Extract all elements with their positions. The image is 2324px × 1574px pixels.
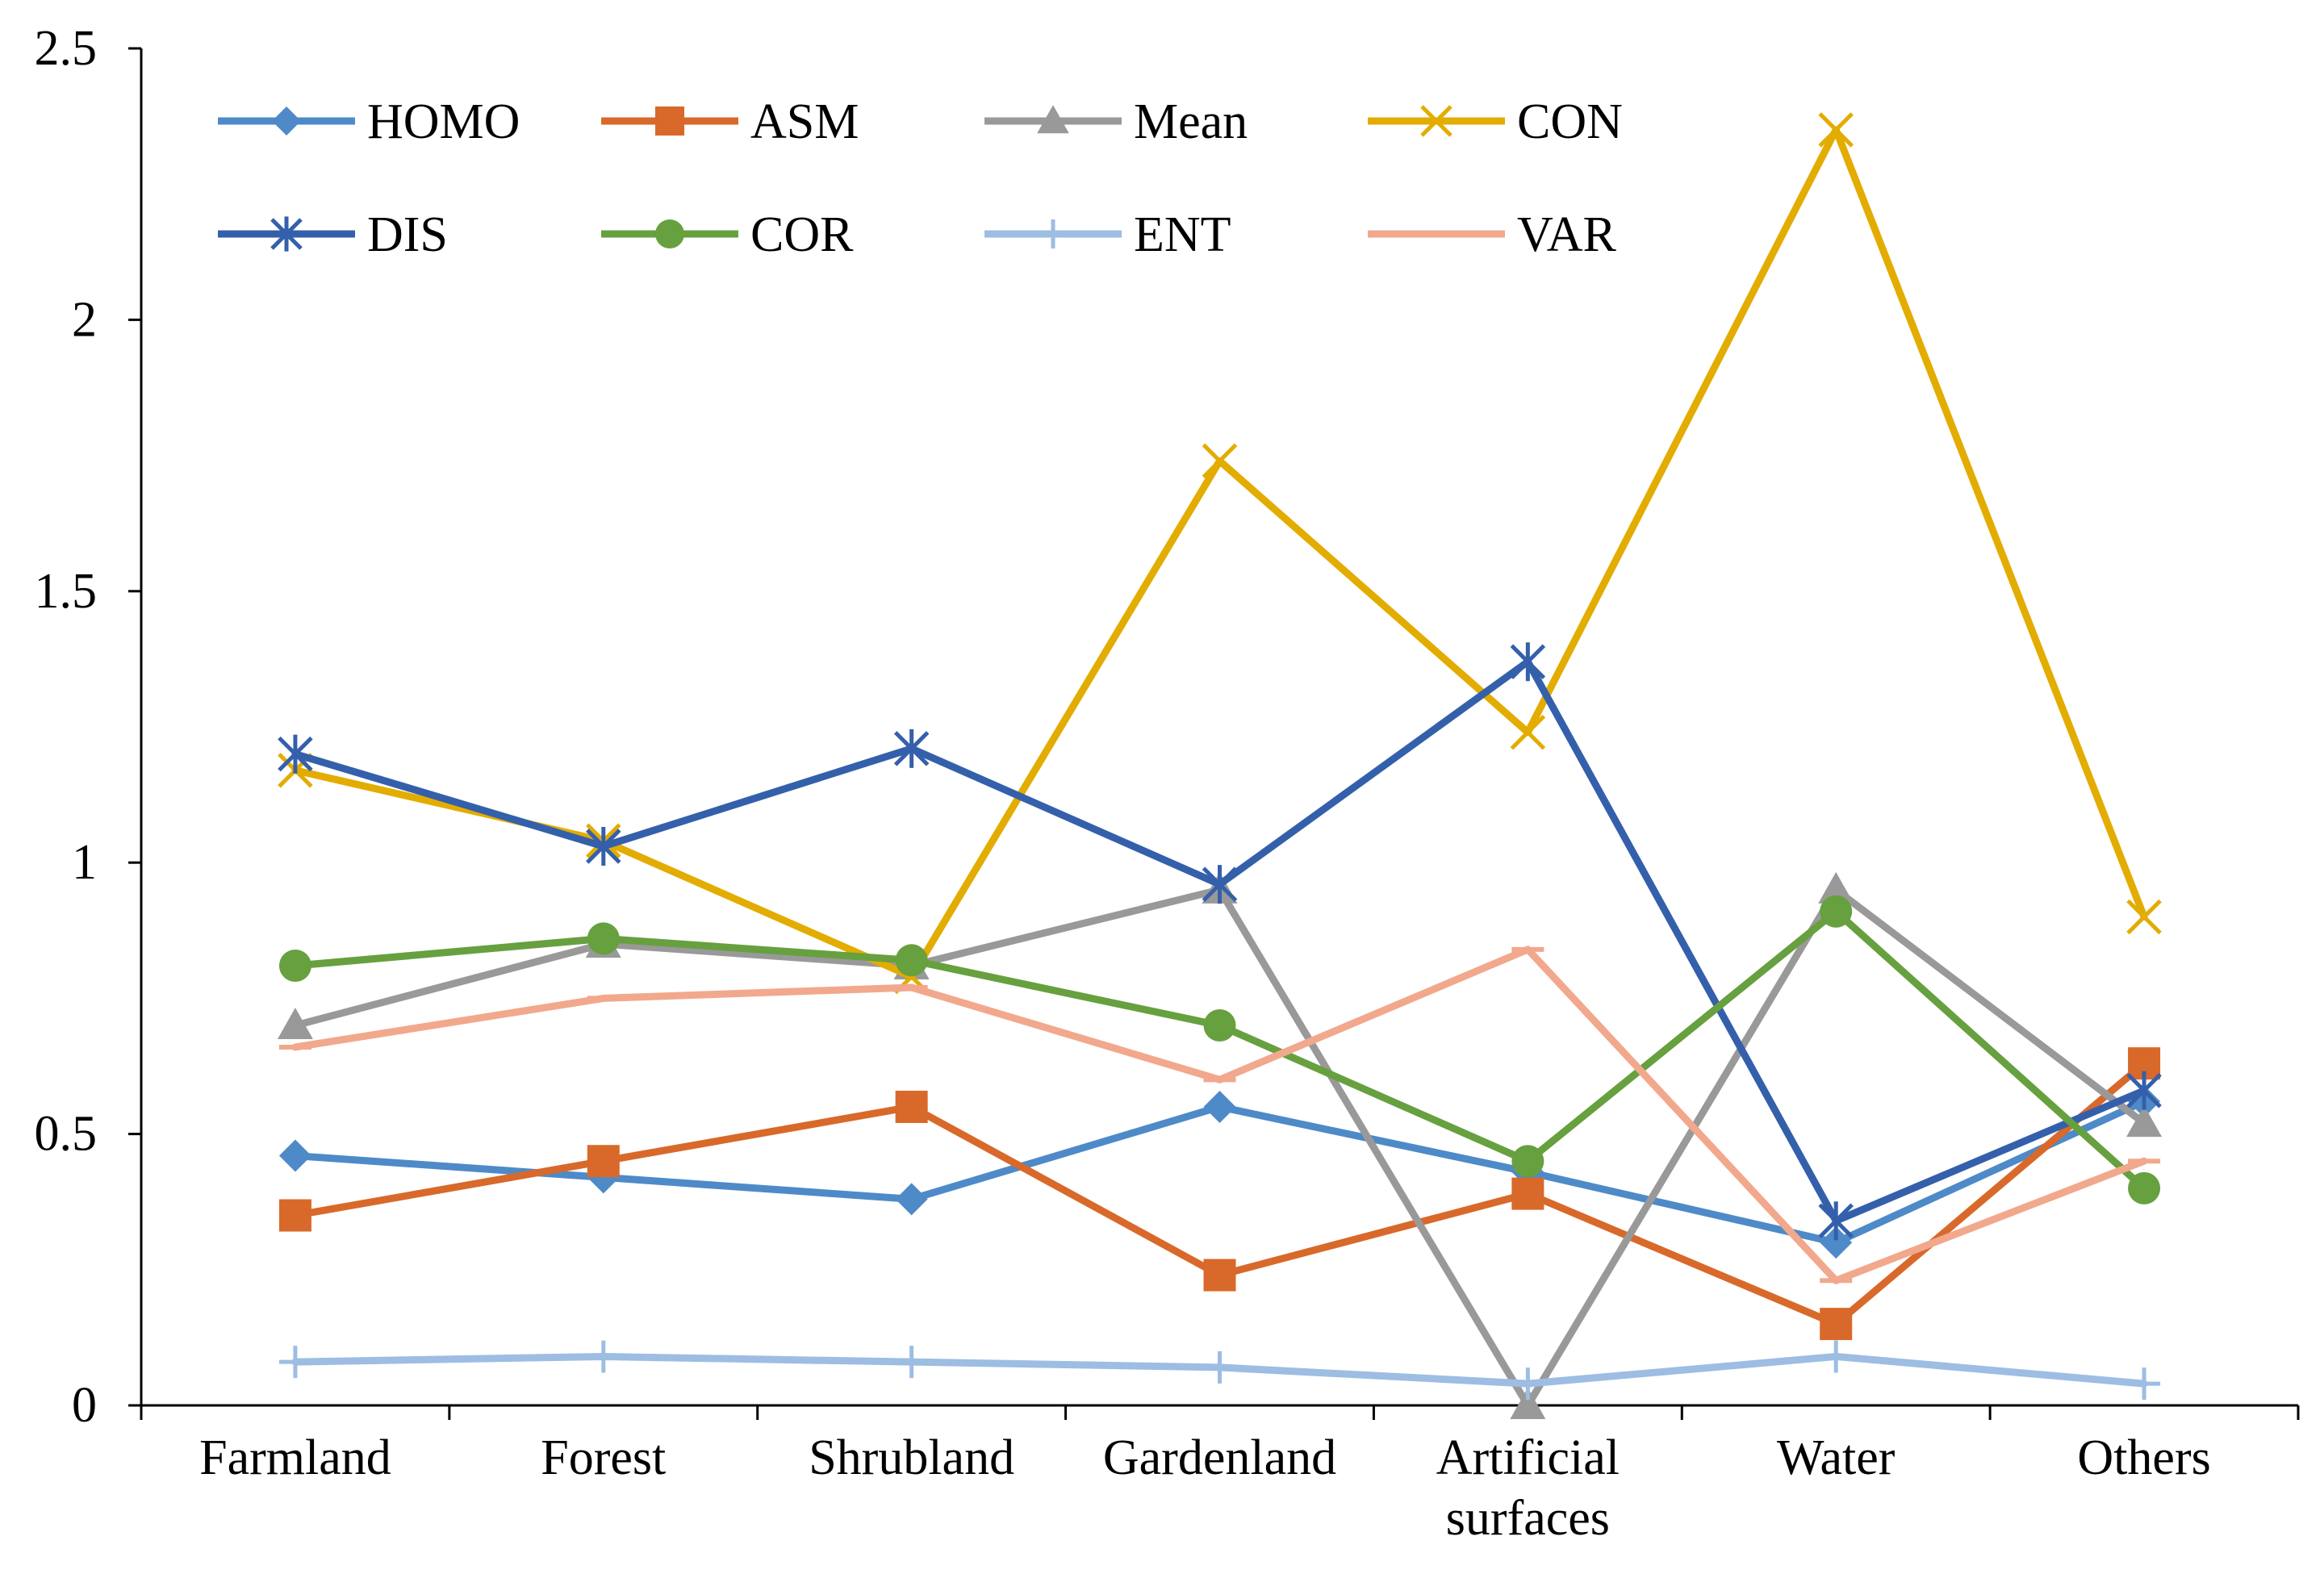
data-point-cor	[278, 950, 311, 983]
data-point-cor	[1511, 1145, 1544, 1178]
data-point-con	[1202, 443, 1238, 479]
x-tick-label: Gardenland	[1103, 1430, 1336, 1485]
data-point-ent	[2128, 1367, 2161, 1401]
data-point-cor	[2128, 1171, 2161, 1205]
y-tick-label: 0	[72, 1378, 97, 1433]
data-point-homo	[278, 1139, 311, 1172]
series-layer	[277, 112, 2163, 1419]
legend-item-asm: ASM	[601, 94, 859, 149]
legend-label: DIS	[367, 207, 448, 262]
x-tick-label: Forest	[541, 1430, 666, 1485]
data-point-asm	[587, 1145, 620, 1178]
series-ent	[278, 1340, 2161, 1401]
legend-label: VAR	[1517, 207, 1617, 262]
legend-item-dis: DIS	[218, 207, 448, 262]
data-point-ent	[278, 1346, 311, 1379]
x-tick-label: Shrubland	[809, 1430, 1014, 1485]
data-point-con	[1510, 714, 1546, 750]
series-dis	[278, 642, 2162, 1241]
data-point-dis	[893, 729, 930, 768]
legend-marker-homo	[272, 106, 301, 136]
y-tick-label: 2.5	[35, 21, 98, 76]
legend-label: HOMO	[367, 94, 520, 149]
legend-label: ASM	[750, 94, 859, 149]
x-tick-label: surfaces	[1446, 1491, 1610, 1546]
series-var	[278, 946, 2161, 1284]
data-point-ent	[1203, 1351, 1236, 1384]
legend-item-cor: COR	[601, 207, 854, 262]
y-tick-label: 0.5	[35, 1107, 98, 1162]
y-tick-label: 1.5	[35, 564, 98, 619]
data-point-dis	[1202, 865, 1238, 904]
data-point-dis	[278, 734, 313, 774]
data-point-cor	[587, 922, 620, 955]
axes: 0 0.5 1 1.5 2 2.5 Farmland Forest Shrubland Garde…	[35, 21, 2300, 1546]
data-point-dis	[1818, 1201, 1854, 1241]
data-point-asm	[278, 1199, 311, 1232]
x-tick-label: Artificial	[1436, 1430, 1620, 1485]
data-point-ent	[895, 1346, 928, 1379]
legend-item-ent: ENT	[984, 207, 1231, 262]
legend-item-mean: Mean	[984, 94, 1248, 149]
data-point-mean	[277, 1008, 313, 1040]
data-point-mean	[1510, 1388, 1546, 1419]
legend-marker-mean	[1037, 105, 1069, 134]
series-line-mean	[291, 886, 2148, 1409]
legend-label: CON	[1517, 94, 1623, 149]
x-tick-label: Farmland	[199, 1430, 391, 1485]
series-asm	[278, 1047, 2161, 1341]
y-tick-label: 2	[72, 292, 97, 347]
legend-label: COR	[750, 207, 854, 262]
series-cor	[278, 895, 2161, 1205]
data-point-mean	[1818, 871, 1854, 904]
legend-label: Mean	[1134, 94, 1248, 149]
legend-marker-ent	[1039, 219, 1068, 248]
legend-marker-cor	[655, 219, 684, 248]
data-point-cor	[1820, 895, 1853, 928]
data-point-con	[2126, 899, 2162, 935]
legend-label: ENT	[1134, 207, 1231, 262]
x-tick-label: Others	[2077, 1430, 2210, 1485]
data-point-homo	[1820, 1226, 1853, 1259]
data-point-ent	[1820, 1340, 1853, 1373]
legend-item-con: CON	[1368, 94, 1623, 149]
data-point-asm	[1511, 1177, 1544, 1210]
legend-marker-asm	[655, 106, 684, 136]
data-point-ent	[1511, 1367, 1544, 1401]
legend-item-var: VAR	[1368, 207, 1617, 262]
data-point-dis	[1510, 642, 1546, 682]
legend-item-homo: HOMO	[218, 94, 520, 149]
data-point-dis	[2126, 1071, 2162, 1110]
data-point-con	[1818, 112, 1854, 148]
data-point-asm	[1820, 1308, 1853, 1341]
data-point-cor	[895, 944, 928, 977]
y-tick-label: 1	[72, 835, 97, 890]
legend-marker-con	[1420, 105, 1452, 137]
legend: HOMO ASM Mean CON DIS COR ENT VAR	[218, 94, 1623, 262]
data-point-homo	[895, 1183, 928, 1216]
data-point-asm	[1203, 1259, 1236, 1292]
data-point-ent	[587, 1340, 620, 1373]
data-point-cor	[1203, 1009, 1236, 1042]
data-point-mean	[2126, 1105, 2163, 1138]
data-point-asm	[895, 1090, 928, 1123]
legend-marker-dis	[270, 216, 303, 252]
data-point-dis	[586, 827, 621, 866]
x-tick-label: Water	[1777, 1430, 1896, 1485]
data-point-homo	[1203, 1090, 1236, 1123]
